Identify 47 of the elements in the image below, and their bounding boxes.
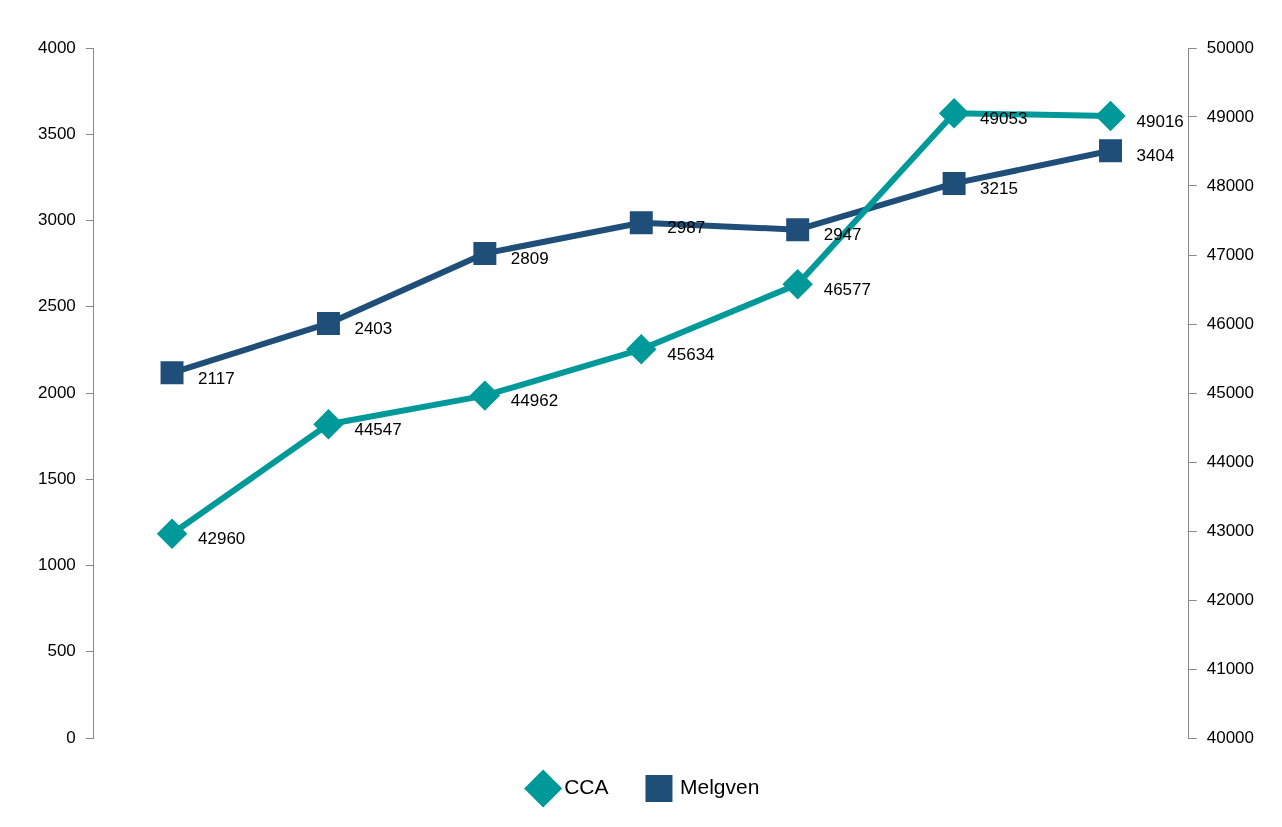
y-tick-label: 2500 [37, 296, 76, 316]
y2-tick-label: 42000 [1206, 589, 1255, 609]
data-label: 2809 [510, 249, 549, 269]
point [1099, 139, 1123, 163]
point [316, 312, 340, 335]
point [942, 171, 966, 195]
data-label: 2117 [198, 368, 235, 388]
y-tick-label: 4000 [37, 37, 76, 57]
data-label: 44962 [510, 391, 559, 411]
y-tick-label: 3500 [37, 123, 76, 143]
point [940, 99, 969, 128]
y2-tick-label: 40000 [1206, 727, 1255, 747]
point [160, 361, 184, 385]
point [786, 218, 810, 242]
point [629, 211, 653, 235]
data-label: 42960 [198, 529, 246, 549]
point [158, 519, 187, 548]
y-tick-label: 1500 [37, 468, 76, 488]
point [473, 241, 497, 265]
data-label: 2403 [354, 319, 393, 339]
y2-tick-label: 47000 [1206, 244, 1255, 264]
y2-tick-label: 43000 [1206, 520, 1255, 540]
legend-label: Melgven [679, 775, 760, 799]
data-label: 49016 [1136, 111, 1184, 131]
legend-label: CCA [564, 775, 609, 799]
y-tick-label: 500 [47, 641, 76, 661]
data-label: 3215 [980, 179, 1018, 199]
y2-tick-label: 44000 [1206, 451, 1255, 471]
point [627, 335, 656, 364]
y2-tick-label: 49000 [1206, 106, 1255, 126]
point [470, 381, 499, 410]
data-label: 3404 [1136, 146, 1175, 166]
point [314, 410, 343, 439]
point [1096, 101, 1125, 130]
y2-tick-label: 50000 [1206, 37, 1255, 57]
point [783, 270, 812, 299]
y2-tick-label: 41000 [1206, 658, 1255, 678]
y2-tick-label: 48000 [1206, 175, 1255, 195]
y-tick-label: 0 [66, 727, 76, 747]
y-tick-label: 1000 [37, 555, 76, 575]
y2-tick-label: 46000 [1206, 313, 1255, 333]
y-tick-label: 3000 [37, 210, 76, 230]
data-label: 45634 [667, 344, 715, 364]
y-tick-label: 2000 [37, 382, 76, 402]
y2-tick-label: 45000 [1206, 382, 1255, 402]
data-label: 44547 [354, 419, 402, 439]
data-label: 46577 [823, 279, 871, 299]
